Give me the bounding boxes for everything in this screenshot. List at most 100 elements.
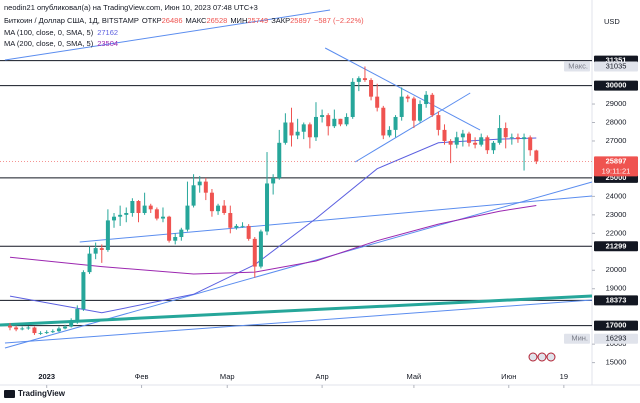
candle-body	[534, 150, 539, 162]
symbol: Биткоин / Доллар США, 1Д, BITSTAMP	[4, 16, 139, 25]
level-label: 31351	[606, 56, 627, 65]
candle-body	[81, 272, 86, 310]
candle-body	[93, 248, 98, 254]
candle-body	[411, 98, 416, 121]
candle-body	[197, 181, 202, 186]
candle-body	[454, 137, 459, 145]
candle-body	[44, 332, 49, 334]
y-tick-label: 29000	[606, 99, 627, 108]
y-tick-label: 28000	[606, 117, 627, 126]
trend-line	[0, 294, 593, 327]
level-label: 30000	[606, 81, 627, 90]
candle-body	[258, 231, 263, 267]
event-icons	[528, 352, 556, 362]
candle-body	[313, 116, 318, 138]
low-tag: Мин.	[571, 334, 588, 343]
candle-body	[424, 94, 429, 105]
level-label: 17000	[606, 321, 627, 330]
candle-body	[436, 115, 441, 130]
ma-legend: MA (200, close, 0, SMA, 5) 23504	[4, 39, 118, 48]
trend-line	[4, 9, 331, 61]
candle-body	[124, 213, 129, 215]
ohlc-value: 25749	[247, 16, 268, 25]
candle-body	[130, 201, 135, 214]
candle-body	[173, 237, 178, 241]
candle-body	[252, 238, 257, 267]
candle-body	[20, 328, 25, 330]
candle-body	[528, 137, 533, 151]
candle-body	[460, 133, 465, 138]
last-price-badge	[594, 156, 638, 177]
y-tick-label: 22000	[606, 228, 627, 237]
candle-body	[485, 137, 490, 151]
y-tick-label: 15000	[606, 358, 627, 367]
candle-body	[344, 116, 349, 125]
candle-body	[430, 94, 435, 116]
publisher: neodin21 опубликовал(а) на TradingView.c…	[4, 3, 258, 12]
ma-line	[9, 137, 537, 314]
event-icon	[528, 352, 538, 362]
y-tick-label: 19000	[606, 284, 627, 293]
candle-body	[332, 118, 337, 127]
candle-body	[362, 78, 367, 81]
last-price: 25897	[606, 156, 627, 165]
countdown: 19:11:21	[602, 166, 631, 175]
candle-body	[405, 96, 410, 99]
candle-body	[338, 118, 343, 125]
ma-value: 23504	[97, 39, 118, 48]
candle-body	[466, 133, 471, 143]
candle-body	[283, 122, 288, 143]
candle-body	[167, 216, 172, 241]
candle-body	[277, 142, 282, 178]
candle-body	[381, 107, 386, 136]
candle-body	[142, 205, 147, 214]
x-tick-label: 19	[560, 372, 568, 381]
candle-body	[222, 205, 227, 214]
candle-body	[387, 129, 392, 136]
candle-body	[479, 137, 484, 145]
currency-label: USD	[604, 17, 620, 26]
candle-body	[448, 140, 453, 145]
low-value: 16293	[606, 334, 627, 343]
candle-body	[32, 327, 37, 334]
candle-body	[154, 209, 159, 219]
candle-body	[442, 129, 447, 141]
candle-body	[265, 183, 270, 232]
candle-body	[522, 137, 527, 140]
ohlc-label: ЗАКР	[271, 16, 290, 25]
y-tick-label: 27000	[606, 136, 627, 145]
candle-body	[271, 177, 276, 184]
candle-body	[87, 253, 92, 273]
trend-line	[79, 195, 593, 243]
candle-body	[399, 96, 404, 117]
logo	[4, 390, 15, 398]
candle-body	[50, 331, 55, 333]
plot-area	[0, 9, 593, 349]
candle-body	[56, 328, 61, 332]
candle-body	[185, 205, 190, 230]
candle-body	[515, 137, 520, 140]
ma-value: 27162	[97, 28, 118, 37]
candle-body	[369, 80, 374, 97]
level-label: 21299	[606, 241, 627, 250]
candle-body	[216, 205, 221, 212]
candle-body	[7, 325, 12, 328]
candle-body	[375, 96, 380, 108]
candle-body	[356, 78, 361, 82]
low-badge	[594, 333, 638, 344]
candle-body	[14, 327, 19, 330]
x-tick-label: Май	[407, 372, 422, 381]
candle-body	[418, 104, 423, 121]
candle-body	[295, 131, 300, 136]
candle-body	[503, 128, 508, 138]
high-tag-bg	[564, 61, 590, 72]
candle-body	[38, 333, 43, 334]
footer-brand: TradingView	[18, 389, 66, 398]
candle-body	[209, 192, 214, 212]
ohlc-label: ОТКР	[142, 16, 162, 25]
x-tick-label: Апр	[315, 372, 328, 381]
candle-body	[69, 321, 74, 327]
candle-body	[99, 248, 104, 250]
y-tick-label: 20000	[606, 265, 627, 274]
